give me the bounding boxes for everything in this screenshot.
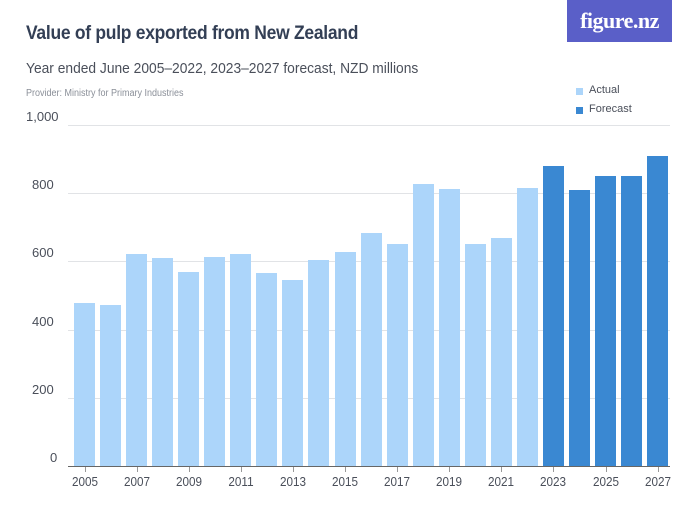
chart-title: Value of pulp exported from New Zealand	[26, 23, 359, 44]
bar-2021[interactable]	[491, 238, 512, 466]
y-tick-label: 1,000	[26, 109, 59, 124]
x-tick-mark	[137, 467, 138, 472]
bar-2008[interactable]	[152, 258, 173, 466]
x-tick-mark	[658, 467, 659, 472]
bar-2019[interactable]	[439, 189, 460, 466]
x-tick-mark	[501, 467, 502, 472]
bar-2005[interactable]	[74, 303, 95, 466]
legend-item-actual: Actual	[576, 80, 632, 99]
x-tick-label: 2005	[71, 474, 99, 489]
bar-2006[interactable]	[100, 305, 121, 466]
bar-2026[interactable]	[621, 176, 642, 466]
bar-2010[interactable]	[204, 257, 225, 466]
x-tick-mark	[293, 467, 294, 472]
bar-2009[interactable]	[178, 272, 199, 466]
x-tick-label: 2009	[175, 474, 203, 489]
x-tick-label: 2023	[539, 474, 567, 489]
x-tick-label: 2027	[644, 474, 672, 489]
legend-swatch-forecast	[576, 106, 583, 114]
x-tick-label: 2011	[228, 474, 254, 489]
bar-2015[interactable]	[335, 252, 356, 466]
x-tick-mark	[85, 467, 86, 472]
legend-label: Actual	[589, 83, 620, 96]
bar-2012[interactable]	[256, 273, 277, 466]
y-tick-label: 800	[32, 177, 54, 192]
y-tick-label: 600	[32, 245, 54, 260]
x-tick-mark	[553, 467, 554, 472]
legend-swatch-actual	[576, 87, 583, 95]
x-tick-label: 2019	[435, 474, 463, 489]
bar-2017[interactable]	[387, 244, 408, 466]
x-tick-mark	[189, 467, 190, 472]
bar-2011[interactable]	[230, 254, 251, 466]
legend-item-forecast: Forecast	[576, 99, 632, 118]
bar-2007[interactable]	[126, 254, 147, 466]
x-tick-label: 2007	[123, 474, 151, 489]
gridline	[68, 193, 670, 194]
legend: Actual Forecast	[576, 80, 632, 118]
data-provider: Provider: Ministry for Primary Industrie…	[26, 88, 184, 99]
x-tick-label: 2015	[331, 474, 359, 489]
figure-nz-logo[interactable]: figure.nz	[567, 0, 672, 42]
bar-2014[interactable]	[308, 260, 329, 466]
x-tick-label: 2025	[592, 474, 620, 489]
x-tick-mark	[345, 467, 346, 472]
x-axis	[68, 466, 670, 467]
y-tick-label: 0	[50, 450, 58, 465]
gridline	[68, 125, 670, 126]
bar-2023[interactable]	[543, 166, 564, 466]
bar-2018[interactable]	[413, 184, 434, 466]
bar-2024[interactable]	[569, 190, 590, 466]
y-tick-label: 400	[32, 314, 54, 329]
bar-2027[interactable]	[647, 156, 668, 466]
y-tick-label: 200	[32, 382, 54, 397]
chart-subtitle: Year ended June 2005–2022, 2023–2027 for…	[26, 60, 419, 77]
bar-2022[interactable]	[517, 188, 538, 466]
bar-2016[interactable]	[361, 233, 382, 466]
x-tick-mark	[449, 467, 450, 472]
legend-label: Forecast	[589, 102, 632, 115]
x-tick-label: 2021	[487, 474, 515, 489]
bar-2020[interactable]	[465, 244, 486, 466]
x-tick-mark	[606, 467, 607, 472]
bar-2013[interactable]	[282, 280, 303, 466]
bar-2025[interactable]	[595, 176, 616, 466]
x-tick-label: 2017	[383, 474, 411, 489]
x-tick-label: 2013	[279, 474, 307, 489]
x-tick-mark	[241, 467, 242, 472]
x-tick-mark	[397, 467, 398, 472]
